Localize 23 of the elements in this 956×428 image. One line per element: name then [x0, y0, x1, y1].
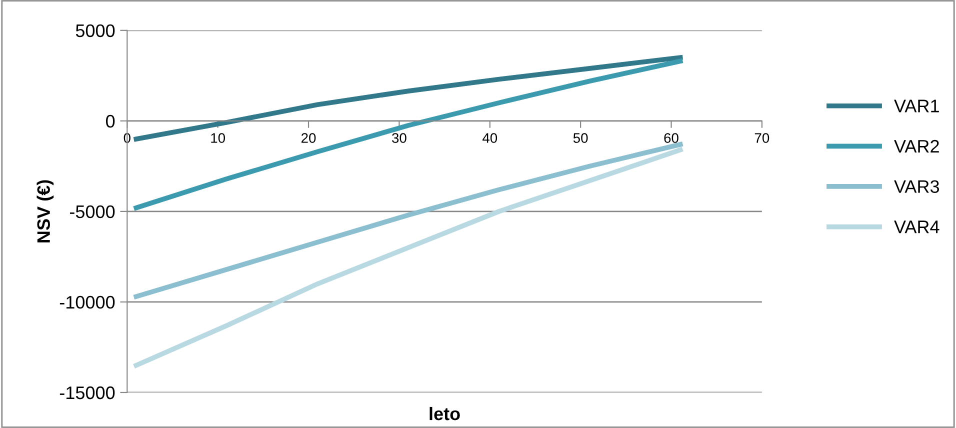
- y-tick-label: -5000: [70, 205, 115, 218]
- line-series: [134, 58, 683, 210]
- x-axis-title: leto: [430, 406, 460, 420]
- legend-label: VAR1: [894, 100, 939, 112]
- line-series: [134, 55, 683, 142]
- x-tick-label: 40: [482, 133, 498, 143]
- x-tick-label: 0: [124, 133, 130, 143]
- line-series: [134, 147, 683, 368]
- x-tick-label: 50: [573, 133, 588, 143]
- legend-label: VAR4: [894, 220, 940, 234]
- y-axis-title: NSV (€): [36, 180, 54, 242]
- y-tick-label: 0: [106, 114, 115, 128]
- x-tick-label: 20: [301, 133, 316, 143]
- y-tick-label: -10000: [60, 296, 115, 309]
- line-series: [134, 142, 683, 299]
- y-tick-label: -15000: [60, 386, 115, 400]
- legend-label: VAR2: [894, 140, 939, 152]
- x-tick-label: 30: [392, 133, 406, 143]
- x-tick-label: 10: [211, 133, 226, 143]
- x-tick-label: 60: [664, 133, 678, 143]
- x-tick-label: 70: [754, 133, 770, 143]
- legend-label: VAR3: [894, 180, 940, 193]
- y-tick-label: 5000: [76, 24, 115, 38]
